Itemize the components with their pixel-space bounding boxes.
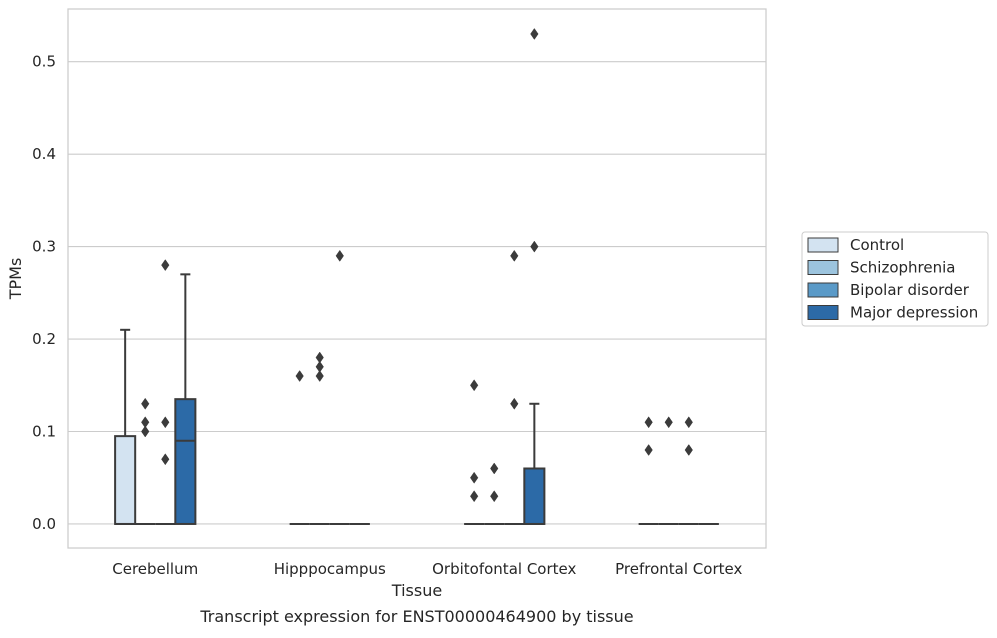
legend: Control Schizophrenia Bipolar disorder Majo… [801,231,989,327]
y-axis-ticks: 0.0 0.1 0.2 0.3 0.4 0.5 [32,53,56,533]
legend-swatch [807,282,839,298]
box-iqr [114,435,137,525]
legend-label: Schizophrenia [850,259,955,277]
chart-caption: Transcript expression for ENST0000046490… [199,607,633,626]
outlier-point [684,416,693,429]
box-control [464,379,485,525]
outlier-point [644,416,653,429]
outlier-point [664,416,673,429]
box-iqr [174,398,197,525]
x-axis-label: Tissue [391,581,442,600]
y-tick-label: 0.3 [32,238,56,256]
outlier-point [490,462,499,475]
outlier-point [161,259,170,272]
outlier-point [335,249,344,262]
x-axis-ticks: Cerebellum Hipppocampus Orbitofontal Corte… [112,560,742,578]
box-schizophrenia [658,416,679,525]
plot-frame [67,8,767,549]
outlier-point [470,379,479,392]
box-schizophrenia [135,397,156,525]
outlier-point [295,370,304,382]
legend-frame [801,231,989,327]
box-schizophrenia [484,462,505,525]
outlier-point [141,397,150,410]
outlier-point [644,444,653,456]
box-layer [114,28,719,525]
x-tick-label: Prefrontal Cortex [615,560,742,578]
y-tick-label: 0.2 [32,330,56,348]
outlier-point [684,444,693,456]
box-bipolar-disorder [678,416,699,525]
x-tick-label: Orbitofontal Cortex [432,560,576,578]
legend-label: Control [850,236,904,254]
legend-label: Bipolar disorder [850,281,970,299]
box-bipolar-disorder [155,259,176,525]
box-major-depression [174,273,197,525]
y-axis-label: TPMs [6,258,25,301]
box-control [289,370,310,525]
box-schizophrenia [309,351,330,525]
box-bipolar-disorder [504,249,525,525]
x-tick-label: Cerebellum [112,560,198,578]
legend-label: Major depression [850,304,978,322]
y-tick-label: 0.1 [32,423,56,441]
box-control [638,416,659,525]
y-tick-label: 0.4 [32,145,56,163]
grid-layer [68,61,766,525]
outlier-point [530,28,539,40]
x-tick-label: Hipppocampus [274,560,386,578]
outlier-point [510,397,519,410]
outlier-point [470,471,479,484]
box-bipolar-disorder [329,249,350,525]
box-control [114,328,137,525]
outlier-point [530,240,539,253]
legend-items: Control Schizophrenia Bipolar disorder Majo… [807,236,978,322]
legend-swatch [807,260,839,275]
box-iqr [523,467,546,525]
box-major-depression [523,28,546,525]
outlier-point [510,249,519,262]
legend-swatch [807,305,839,320]
outlier-point [161,416,170,429]
outlier-point [141,425,150,438]
y-tick-label: 0.0 [32,515,56,533]
y-tick-label: 0.5 [32,53,56,71]
outlier-point [315,370,324,382]
outlier-point [161,453,170,466]
outlier-point [490,490,499,503]
legend-swatch [807,237,839,253]
outlier-point [470,490,479,503]
